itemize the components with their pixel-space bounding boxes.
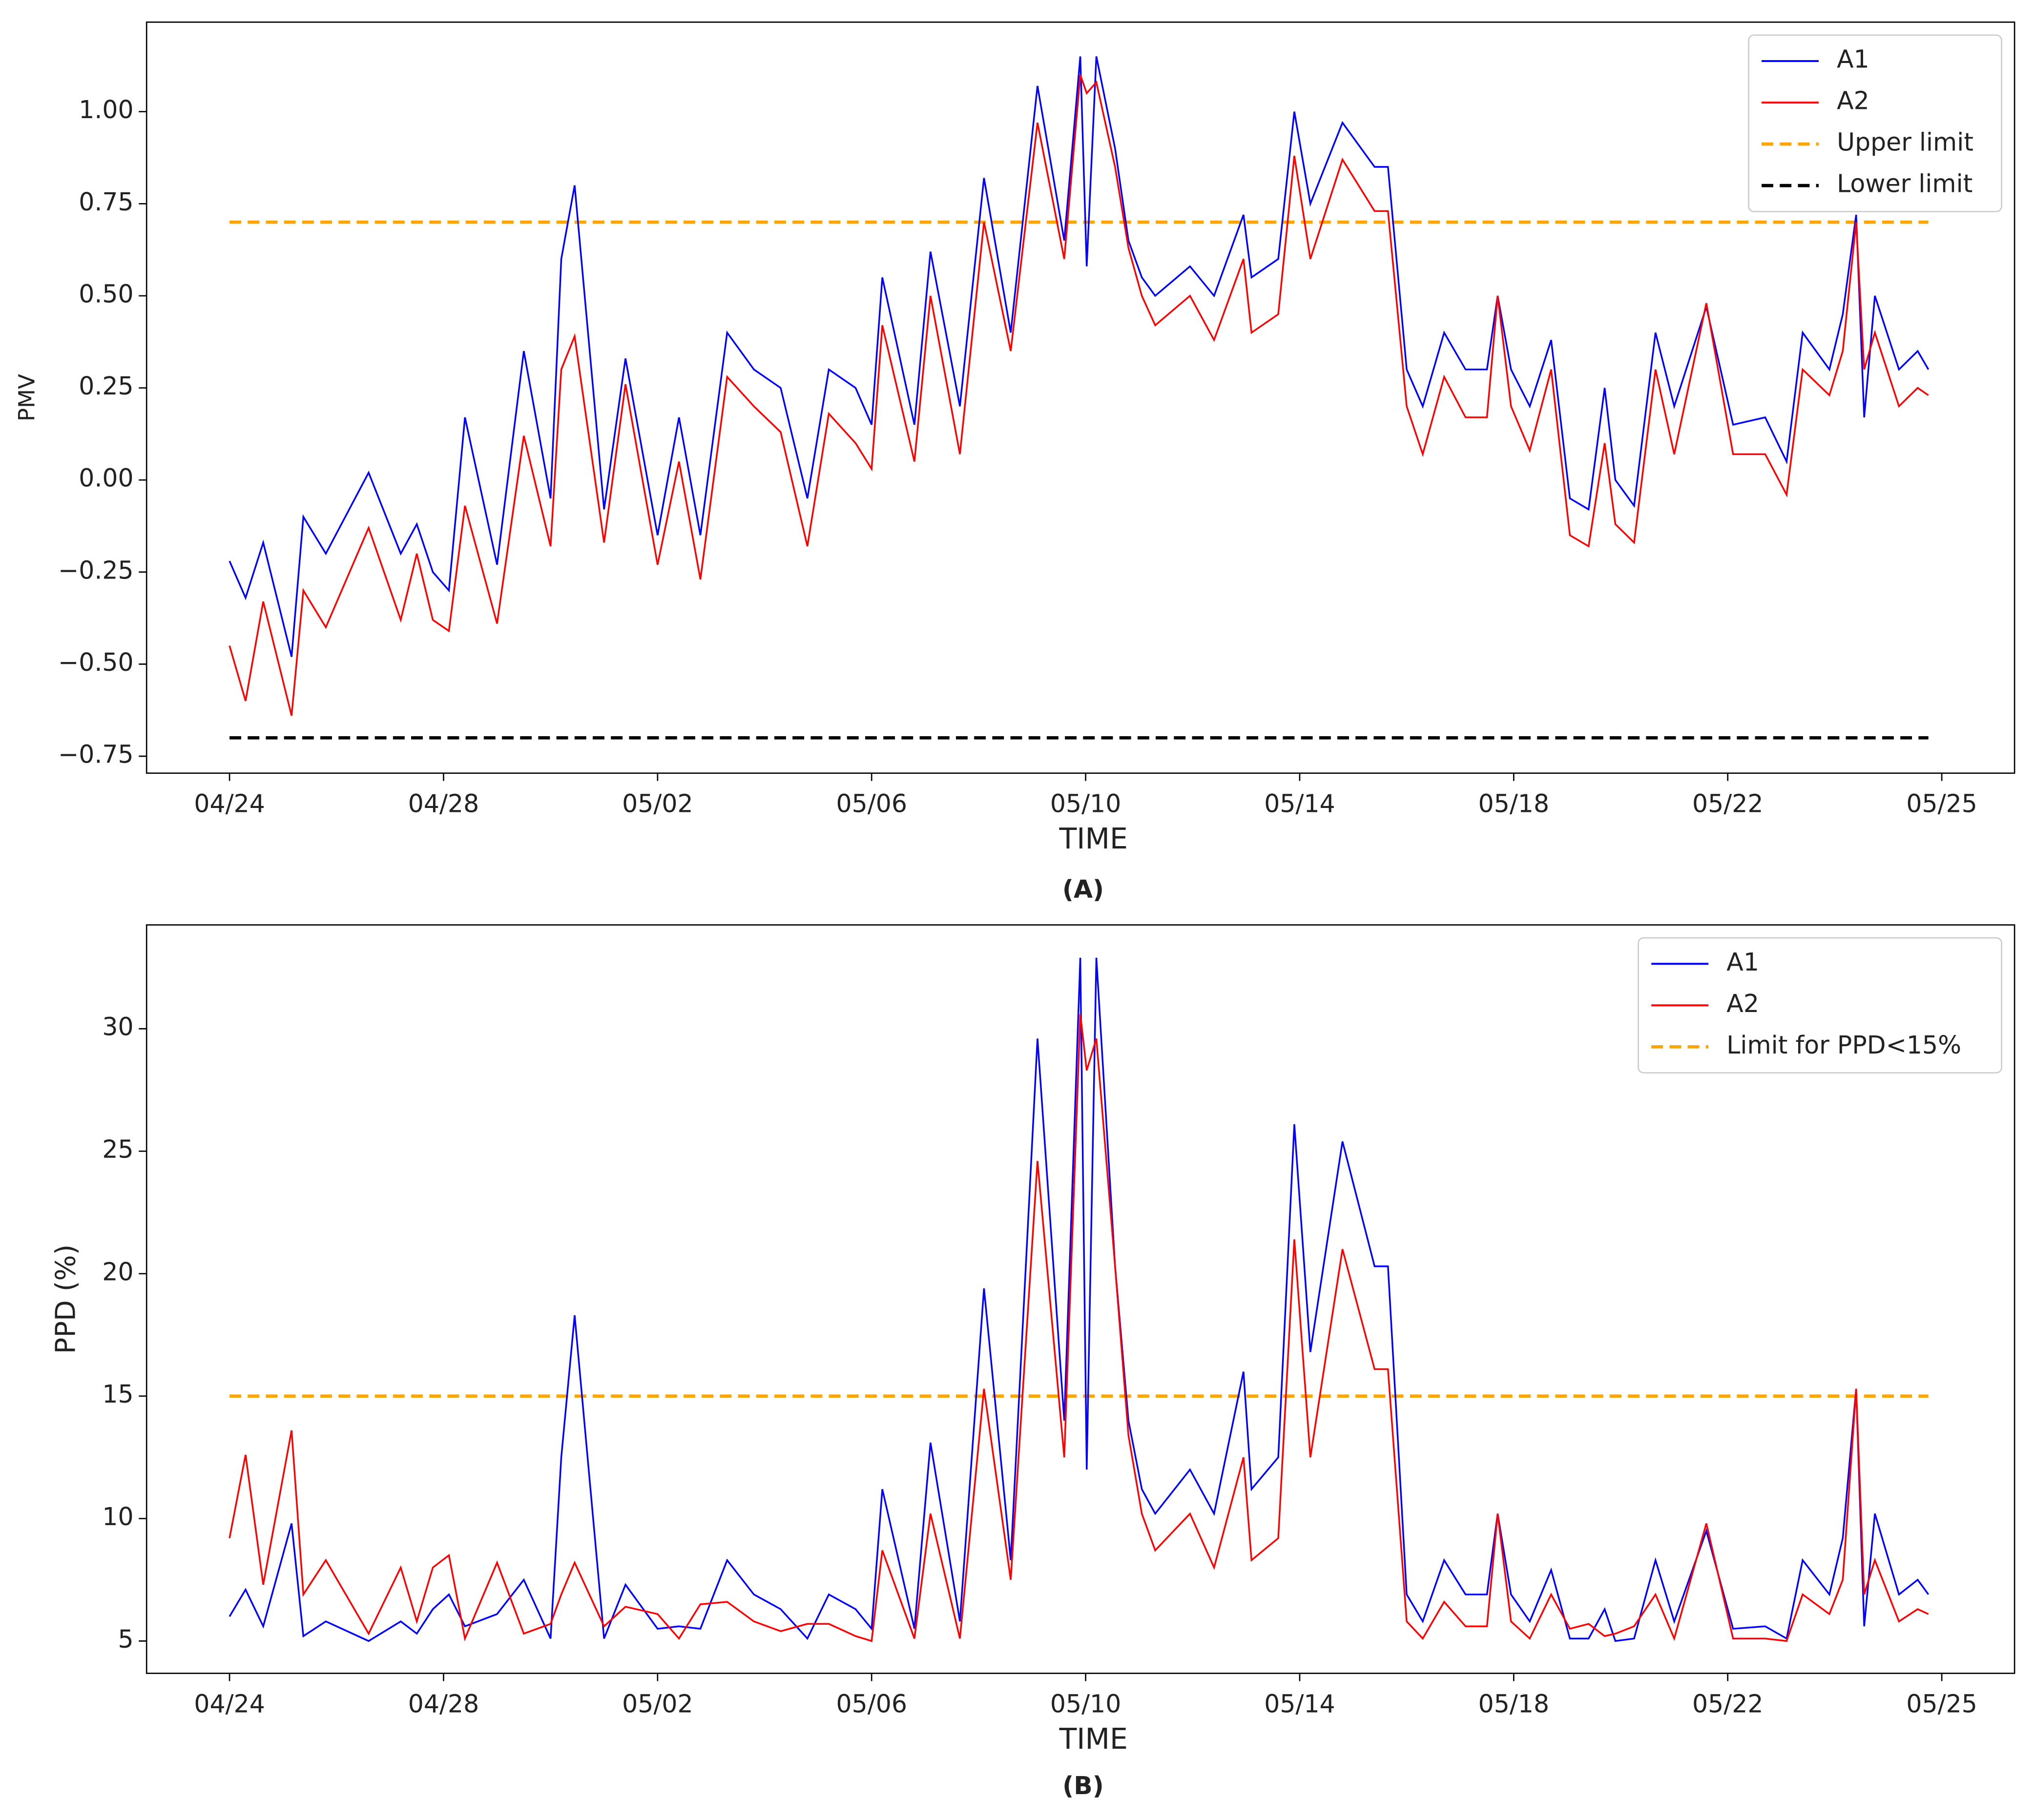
y-tick-label: 1.00: [79, 95, 133, 124]
legend-label: A1: [1837, 45, 1869, 74]
x-tick-label: 05/22: [1692, 1690, 1763, 1718]
chart: 04/24 04/28 05/02 05/06 05/10 05/14 05/18 05/22…: [50, 924, 2015, 1800]
x-tick-label: 05/18: [1478, 1690, 1549, 1718]
y-tick-label: 5: [118, 1625, 134, 1654]
legend-label: A1: [1726, 948, 1759, 976]
x-tick-label: 05/14: [1264, 1690, 1335, 1718]
legend-box: [1638, 937, 2002, 1074]
x-tick-label: 04/24: [194, 1690, 265, 1718]
x-tick-label: 04/28: [408, 789, 479, 818]
x-tick-label: 05/22: [1692, 789, 1763, 818]
data-line: [228, 957, 1930, 1642]
x-tick-label: 05/06: [836, 789, 907, 818]
legend-label: Limit for PPD<15%: [1726, 1031, 1961, 1059]
x-tick-label: 05/25: [1906, 789, 1977, 818]
data-line: [228, 1013, 1929, 1642]
x-tick-label: 05/18: [1478, 789, 1549, 818]
y-tick-label: 0.25: [79, 372, 133, 400]
x-tick-label: 05/02: [622, 1690, 693, 1718]
y-tick-label: 30: [102, 1013, 133, 1041]
y-axis-label: PMV: [14, 374, 40, 421]
legend-label: Upper limit: [1837, 128, 1973, 157]
chart: 04/24 04/28 05/02 05/06 05/10 05/14 05/18 05/22…: [14, 21, 2015, 904]
x-tick-label: 05/25: [1906, 1690, 1977, 1718]
y-tick-label: 15: [102, 1380, 133, 1408]
data-line: [228, 74, 1929, 716]
plot-frame: [145, 924, 2015, 1674]
y-tick-label: −0.50: [58, 648, 134, 677]
y-tick-label: 0.75: [79, 187, 133, 216]
x-tick-label: 05/14: [1264, 789, 1335, 818]
y-tick-label: 0.00: [79, 464, 133, 493]
y-tick-label: 20: [102, 1257, 133, 1286]
data-line: [228, 56, 1930, 657]
legend-label: A2: [1837, 86, 1869, 115]
legend: A1 A2 Upper limit Lower limit: [1748, 34, 2002, 212]
x-axis-label: TIME: [1059, 1722, 1128, 1756]
legend-label: A2: [1726, 989, 1759, 1018]
x-axis-label: TIME: [1059, 822, 1128, 855]
y-tick-label: −0.75: [58, 740, 134, 768]
caption: (A): [1062, 875, 1104, 904]
legend-label: Lower limit: [1837, 169, 1972, 198]
y-axis-label: PPD (%): [50, 1244, 82, 1354]
x-tick-label: 05/06: [836, 1690, 907, 1718]
plot-frame: [145, 21, 2015, 774]
caption: (B): [1062, 1771, 1104, 1800]
x-tick-label: 05/10: [1050, 1690, 1121, 1718]
x-tick-label: 05/10: [1050, 789, 1121, 818]
x-tick-label: 05/02: [622, 789, 693, 818]
legend-box: [1748, 34, 2002, 212]
y-tick-label: 10: [102, 1502, 133, 1531]
x-tick-label: 04/24: [194, 789, 265, 818]
legend: A1 A2 Limit for PPD<15%: [1638, 937, 2002, 1074]
x-tick-label: 04/28: [408, 1690, 479, 1718]
y-tick-label: 25: [102, 1135, 133, 1164]
y-tick-label: −0.25: [58, 556, 134, 584]
y-tick-label: 0.50: [79, 279, 133, 308]
